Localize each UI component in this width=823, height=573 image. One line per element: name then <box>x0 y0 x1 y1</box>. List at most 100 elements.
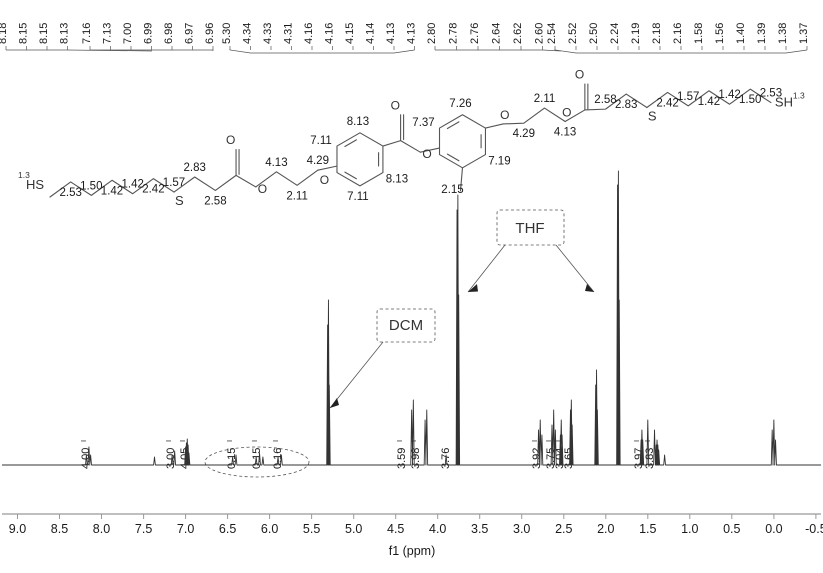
svg-text:5.5: 5.5 <box>303 522 320 536</box>
svg-text:2.24: 2.24 <box>609 23 621 44</box>
svg-text:1.38: 1.38 <box>777 23 789 44</box>
svg-text:I: I <box>250 440 259 442</box>
svg-text:7.19: 7.19 <box>488 156 510 168</box>
svg-text:2.83: 2.83 <box>615 99 637 111</box>
svg-text:1.42: 1.42 <box>718 89 740 101</box>
svg-text:2.42: 2.42 <box>142 184 164 196</box>
svg-text:1.0: 1.0 <box>681 522 698 536</box>
svg-text:6.5: 6.5 <box>219 522 236 536</box>
svg-text:8.0: 8.0 <box>93 522 110 536</box>
svg-text:1.40: 1.40 <box>735 23 747 44</box>
svg-text:7.26: 7.26 <box>449 98 471 110</box>
svg-text:THF: THF <box>515 220 544 237</box>
svg-text:2.5: 2.5 <box>555 522 572 536</box>
svg-text:4.0: 4.0 <box>429 522 446 536</box>
svg-text:3.98: 3.98 <box>410 448 422 469</box>
svg-text:2.18: 2.18 <box>651 23 663 44</box>
svg-text:8.13: 8.13 <box>386 174 408 186</box>
svg-text:6.98: 6.98 <box>163 23 175 44</box>
svg-text:7.00: 7.00 <box>122 23 134 44</box>
svg-text:4.34: 4.34 <box>242 23 254 44</box>
svg-text:2.58: 2.58 <box>594 94 616 106</box>
svg-text:1.42: 1.42 <box>122 179 144 191</box>
svg-text:I: I <box>632 440 641 442</box>
svg-text:1.3: 1.3 <box>793 91 805 101</box>
svg-text:1.42: 1.42 <box>101 185 123 197</box>
svg-text:7.11: 7.11 <box>347 191 369 203</box>
svg-text:4.29: 4.29 <box>307 155 329 167</box>
svg-text:5.30: 5.30 <box>221 23 233 44</box>
svg-text:0.0: 0.0 <box>765 522 782 536</box>
svg-text:2.53: 2.53 <box>760 88 782 100</box>
svg-text:2.83: 2.83 <box>184 162 206 174</box>
svg-text:S: S <box>648 109 657 124</box>
svg-text:0.15: 0.15 <box>251 448 263 469</box>
svg-text:7.0: 7.0 <box>177 522 194 536</box>
svg-text:7.5: 7.5 <box>135 522 152 536</box>
svg-text:4.15: 4.15 <box>344 23 356 44</box>
svg-text:O: O <box>391 98 400 112</box>
svg-text:0.5: 0.5 <box>723 522 740 536</box>
svg-text:O: O <box>562 106 571 120</box>
svg-text:O: O <box>422 147 431 161</box>
svg-text:4.14: 4.14 <box>365 23 377 44</box>
svg-text:6.0: 6.0 <box>261 522 278 536</box>
svg-text:4.13: 4.13 <box>406 23 418 44</box>
svg-text:8.15: 8.15 <box>18 23 30 44</box>
svg-text:7.11: 7.11 <box>310 135 332 147</box>
svg-text:2.60: 2.60 <box>534 23 546 44</box>
svg-text:1.3: 1.3 <box>18 170 30 180</box>
svg-text:2.52: 2.52 <box>567 23 579 44</box>
svg-text:2.80: 2.80 <box>426 23 438 44</box>
svg-text:2.19: 2.19 <box>630 23 642 44</box>
svg-text:2.76: 2.76 <box>469 23 481 44</box>
svg-text:1.57: 1.57 <box>677 91 699 103</box>
svg-text:4.33: 4.33 <box>262 23 274 44</box>
svg-text:O: O <box>226 133 235 147</box>
svg-text:4.16: 4.16 <box>303 23 315 44</box>
svg-text:2.54: 2.54 <box>546 23 558 44</box>
svg-text:4.5: 4.5 <box>387 522 404 536</box>
svg-text:8.15: 8.15 <box>38 23 50 44</box>
svg-text:1.56: 1.56 <box>714 23 726 44</box>
svg-text:2.62: 2.62 <box>512 23 524 44</box>
svg-text:2.50: 2.50 <box>588 23 600 44</box>
svg-text:2.15: 2.15 <box>441 184 463 196</box>
svg-text:I: I <box>225 440 234 442</box>
svg-text:8.13: 8.13 <box>59 23 71 44</box>
svg-text:S: S <box>175 193 184 208</box>
svg-text:8.13: 8.13 <box>347 116 369 128</box>
svg-text:1.5: 1.5 <box>639 522 656 536</box>
svg-text:9.0: 9.0 <box>9 522 26 536</box>
svg-text:2.58: 2.58 <box>204 196 226 208</box>
svg-text:1.58: 1.58 <box>693 23 705 44</box>
svg-text:4.29: 4.29 <box>513 128 535 140</box>
svg-text:4.16: 4.16 <box>324 23 336 44</box>
svg-text:O: O <box>320 173 329 187</box>
svg-text:I: I <box>164 440 173 442</box>
svg-text:1.37: 1.37 <box>798 23 810 44</box>
svg-text:3.59: 3.59 <box>396 448 408 469</box>
svg-text:O: O <box>575 68 584 82</box>
svg-text:I: I <box>178 440 187 442</box>
svg-text:2.78: 2.78 <box>448 23 460 44</box>
svg-text:1.57: 1.57 <box>163 177 185 189</box>
svg-text:3.0: 3.0 <box>513 522 530 536</box>
svg-text:4.13: 4.13 <box>385 23 397 44</box>
svg-text:6.96: 6.96 <box>204 23 216 44</box>
svg-text:6.97: 6.97 <box>184 23 196 44</box>
svg-text:1.39: 1.39 <box>756 23 768 44</box>
svg-text:4.13: 4.13 <box>265 157 287 169</box>
svg-text:4.13: 4.13 <box>554 127 576 139</box>
svg-text:I: I <box>271 440 280 442</box>
svg-text:4.31: 4.31 <box>283 23 295 44</box>
svg-text:O: O <box>258 182 267 196</box>
svg-text:7.13: 7.13 <box>102 23 114 44</box>
svg-text:DCM: DCM <box>389 317 423 334</box>
svg-text:I: I <box>530 440 539 442</box>
svg-text:1.50: 1.50 <box>739 94 761 106</box>
svg-text:I: I <box>79 440 88 442</box>
svg-text:1.42: 1.42 <box>698 96 720 108</box>
svg-text:1.50: 1.50 <box>80 180 102 192</box>
svg-text:2.16: 2.16 <box>672 23 684 44</box>
